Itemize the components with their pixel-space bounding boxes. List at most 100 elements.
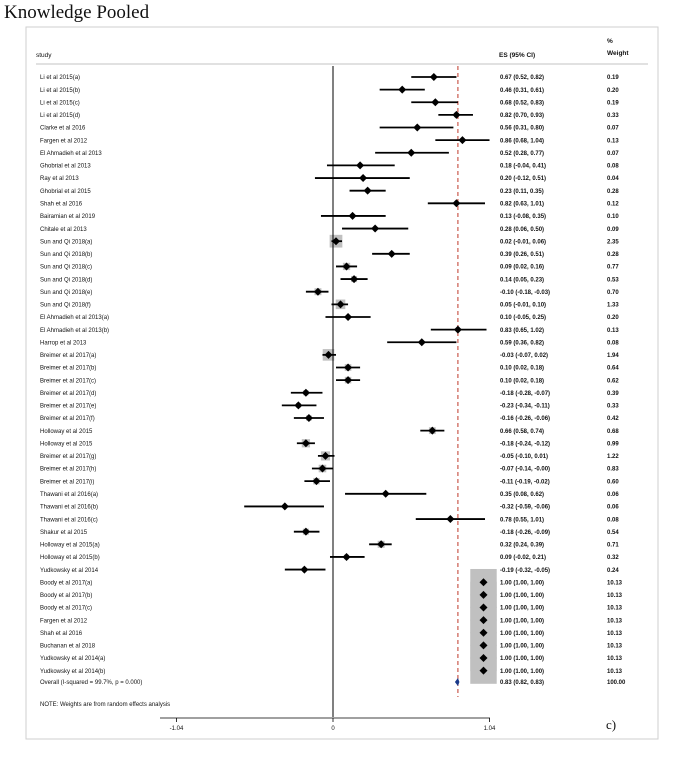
study-label: Boody et al 2017(a) <box>40 580 92 586</box>
es-ci-value: 0.14 (0.05, 0.23) <box>500 277 544 283</box>
study-label: El Ahmadieh et al 2013 <box>40 151 102 157</box>
weight-value: 1.22 <box>607 454 619 460</box>
study-label: Chitale et al 2013 <box>40 227 87 233</box>
panel-label: c) <box>606 717 617 732</box>
study-label: Sun and Qi 2018(e) <box>40 290 92 296</box>
es-ci-value: 0.67 (0.52, 0.82) <box>500 75 544 81</box>
study-label: Shah et al 2016 <box>40 202 83 208</box>
es-ci-value: 0.09 (-0.02, 0.21) <box>500 555 546 561</box>
es-ci-value: -0.18 (-0.26, -0.09) <box>500 530 550 536</box>
es-ci-value: 1.00 (1.00, 1.00) <box>500 644 544 650</box>
weight-header-pct: % <box>607 38 613 45</box>
point-estimate <box>377 540 386 549</box>
study-label: Shakur et al 2015 <box>40 530 88 536</box>
weight-value: 0.70 <box>607 290 619 296</box>
weight-value: 0.71 <box>607 543 619 549</box>
weight-value: 2.35 <box>607 239 619 245</box>
study-label: Boody et al 2017(c) <box>40 606 92 612</box>
weight-value: 0.13 <box>607 328 619 334</box>
es-ci-value: 1.00 (1.00, 1.00) <box>500 606 544 612</box>
point-estimate <box>301 388 310 397</box>
study-label: Sun and Qi 2018(a) <box>40 239 92 245</box>
point-estimate <box>452 199 461 208</box>
study-label: Holloway et al 2015(a) <box>40 543 100 549</box>
study-label: Breimer et al 2017(b) <box>40 366 96 372</box>
point-estimate <box>344 312 353 321</box>
weight-value: 0.06 <box>607 505 619 511</box>
study-label: Yudkowsky et al 2014 <box>40 568 99 574</box>
es-ci-value: -0.05 (-0.10, 0.01) <box>500 454 548 460</box>
es-ci-value: -0.19 (-0.32, -0.05) <box>500 568 550 574</box>
es-ci-value: 0.59 (0.36, 0.82) <box>500 340 544 346</box>
study-label: Yudkowsky et al 2014(a) <box>40 656 105 662</box>
point-estimate <box>294 401 303 410</box>
weight-value: 0.68 <box>607 429 619 435</box>
point-estimate <box>452 110 461 119</box>
point-estimate <box>479 628 488 637</box>
point-estimate <box>301 527 310 536</box>
point-estimate <box>280 502 289 511</box>
es-ci-value: 0.52 (0.28, 0.77) <box>500 151 544 157</box>
study-label: Li et al 2015(c) <box>40 100 80 106</box>
study-label: Boody et al 2017(b) <box>40 593 92 599</box>
es-ci-value: 0.05 (-0.01, 0.10) <box>500 303 546 309</box>
study-label: Holloway et al 2015 <box>40 441 93 447</box>
study-label: Ghobrial et al 2013 <box>40 164 91 170</box>
es-ci-value: 0.18 (-0.04, 0.41) <box>500 164 546 170</box>
point-estimate <box>446 515 455 524</box>
study-label: Holloway et al 2015 <box>40 429 93 435</box>
weight-value: 0.08 <box>607 164 619 170</box>
point-estimate <box>453 325 462 334</box>
weight-value: 0.04 <box>607 176 619 182</box>
point-estimate <box>324 350 333 359</box>
es-ci-value: -0.10 (-0.18, -0.03) <box>500 290 550 296</box>
study-label: Ray et al 2013 <box>40 176 79 182</box>
study-label: Sun and Qi 2018(b) <box>40 252 92 258</box>
es-ci-value: 0.09 (0.02, 0.16) <box>500 265 544 271</box>
weight-value: 0.19 <box>607 100 619 106</box>
point-estimate <box>313 287 322 296</box>
es-ci-value: 0.82 (0.63, 1.01) <box>500 202 544 208</box>
es-ci-value: 0.82 (0.70, 0.93) <box>500 113 544 119</box>
es-header: ES (95% CI) <box>499 52 535 59</box>
study-label: El Ahmadieh et al 2013(a) <box>40 315 109 321</box>
point-estimate <box>301 439 310 448</box>
study-label: Li et al 2015(a) <box>40 75 80 81</box>
es-ci-value: 0.66 (0.58, 0.74) <box>500 429 544 435</box>
point-estimate <box>318 464 327 473</box>
study-label: Li et al 2015(b) <box>40 88 80 94</box>
study-label: Harrop et al 2013 <box>40 340 87 346</box>
es-ci-value: 0.78 (0.55, 1.01) <box>500 517 544 523</box>
point-estimate <box>429 73 438 81</box>
study-label: Fargen et al 2012 <box>40 618 88 624</box>
study-label: El Ahmadieh et al 2013(b) <box>40 328 109 334</box>
es-ci-value: -0.32 (-0.59, -0.06) <box>500 505 550 511</box>
study-header: study <box>36 52 52 59</box>
weight-value: 0.77 <box>607 265 619 271</box>
weight-value: 0.33 <box>607 404 619 410</box>
x-tick-label: 1.04 <box>484 726 496 732</box>
es-ci-value: 1.00 (1.00, 1.00) <box>500 631 544 637</box>
page-title: Knowledge Pooled <box>4 2 150 23</box>
point-estimate <box>344 376 353 385</box>
weight-value: 0.64 <box>607 366 619 372</box>
es-ci-value: -0.07 (-0.14, -0.00) <box>500 467 550 473</box>
weight-value: 0.39 <box>607 391 619 397</box>
weight-value: 1.94 <box>607 353 619 359</box>
point-estimate <box>348 211 357 220</box>
es-ci-value: -0.03 (-0.07, 0.02) <box>500 353 548 359</box>
es-ci-value: 0.10 (0.02, 0.18) <box>500 378 544 384</box>
study-label: Breimer et al 2017(e) <box>40 404 96 410</box>
es-ci-value: 0.10 (0.02, 0.18) <box>500 366 544 372</box>
point-estimate <box>342 552 351 561</box>
weight-value: 10.13 <box>607 618 623 624</box>
weight-value: 0.60 <box>607 479 619 485</box>
weight-value: 0.32 <box>607 555 619 561</box>
es-ci-value: 1.00 (1.00, 1.00) <box>500 618 544 624</box>
point-estimate <box>407 148 416 157</box>
weight-value: 0.13 <box>607 138 619 144</box>
point-estimate <box>398 85 407 94</box>
point-estimate <box>479 590 488 599</box>
es-ci-value: 0.13 (-0.08, 0.35) <box>500 214 546 220</box>
weight-value: 10.13 <box>607 631 623 637</box>
